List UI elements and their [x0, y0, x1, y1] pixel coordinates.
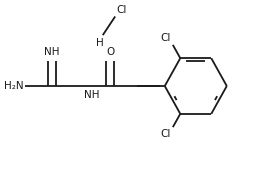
Text: H₂N: H₂N [4, 81, 23, 91]
Text: Cl: Cl [116, 5, 127, 15]
Text: H: H [96, 38, 104, 48]
Text: O: O [106, 47, 114, 57]
Text: NH: NH [84, 90, 100, 100]
Text: NH: NH [44, 47, 60, 57]
Text: Cl: Cl [160, 129, 170, 139]
Text: Cl: Cl [160, 33, 170, 43]
